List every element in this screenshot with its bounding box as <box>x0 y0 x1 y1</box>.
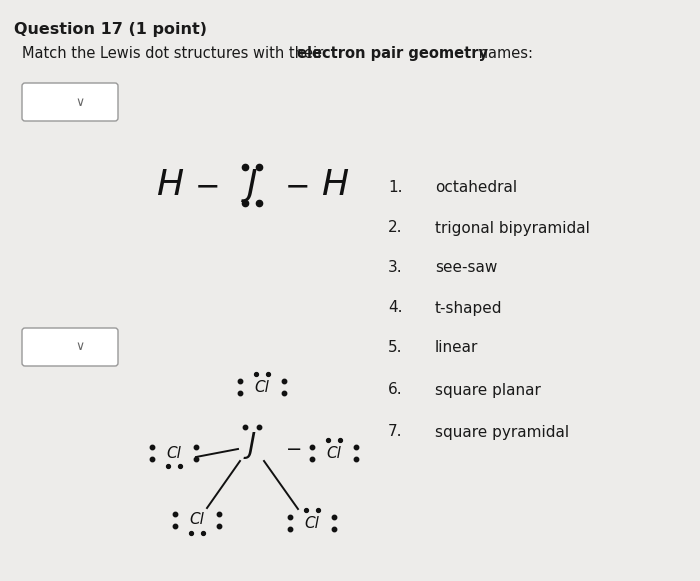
Text: square planar: square planar <box>435 382 541 397</box>
Text: square pyramidal: square pyramidal <box>435 425 569 439</box>
Text: see-saw: see-saw <box>435 260 498 275</box>
Text: Match the Lewis dot structures with their: Match the Lewis dot structures with thei… <box>22 46 328 61</box>
Text: 7.: 7. <box>388 425 402 439</box>
Text: 6.: 6. <box>388 382 402 397</box>
Text: −: − <box>286 440 302 460</box>
Text: J: J <box>246 168 258 202</box>
Text: t-shaped: t-shaped <box>435 300 503 315</box>
Text: ∨: ∨ <box>76 95 85 109</box>
Text: H: H <box>321 168 349 202</box>
Text: Cl: Cl <box>167 446 181 461</box>
Text: J: J <box>248 431 256 459</box>
Text: octahedral: octahedral <box>435 181 517 195</box>
Text: linear: linear <box>435 340 478 356</box>
Text: electron pair geometry: electron pair geometry <box>297 46 488 61</box>
Text: 4.: 4. <box>388 300 402 315</box>
FancyBboxPatch shape <box>22 83 118 121</box>
Text: Cl: Cl <box>304 515 319 530</box>
Text: names:: names: <box>474 46 533 61</box>
Text: −: − <box>286 173 311 202</box>
Text: trigonal bipyramidal: trigonal bipyramidal <box>435 221 590 235</box>
Text: ∨: ∨ <box>76 340 85 353</box>
Text: Cl: Cl <box>327 446 342 461</box>
Text: Cl: Cl <box>255 379 270 394</box>
Text: −: − <box>195 173 220 202</box>
Text: Question 17 (1 point): Question 17 (1 point) <box>14 22 207 37</box>
FancyBboxPatch shape <box>22 328 118 366</box>
Text: 2.: 2. <box>388 221 402 235</box>
Text: H: H <box>156 168 183 202</box>
Text: Cl: Cl <box>190 512 204 528</box>
Text: 1.: 1. <box>388 181 402 195</box>
Text: 3.: 3. <box>388 260 402 275</box>
Text: 5.: 5. <box>388 340 402 356</box>
